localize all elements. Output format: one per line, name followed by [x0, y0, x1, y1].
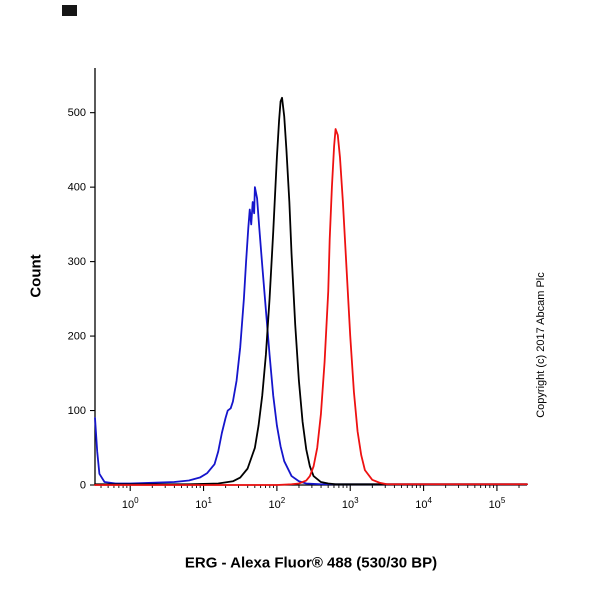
svg-text:102: 102 [269, 496, 286, 511]
chart-title: ERG - Alexa Fluor® 488 (530/30 BP) [184, 554, 438, 572]
corner-artifact [62, 5, 77, 16]
svg-text:200: 200 [68, 331, 86, 343]
copyright-text: Copyright (c) 2017 Abcam Plc [535, 272, 547, 418]
svg-text:300: 300 [68, 256, 86, 268]
svg-text:105: 105 [489, 496, 506, 511]
svg-text:500: 500 [68, 107, 86, 119]
y-axis-title: Count [27, 254, 45, 298]
svg-text:0: 0 [80, 480, 86, 492]
svg-text:103: 103 [342, 496, 359, 511]
svg-text:100: 100 [122, 496, 139, 511]
svg-text:400: 400 [68, 182, 86, 194]
svg-text:101: 101 [195, 496, 212, 511]
svg-text:104: 104 [415, 496, 432, 511]
svg-text:100: 100 [68, 405, 86, 417]
